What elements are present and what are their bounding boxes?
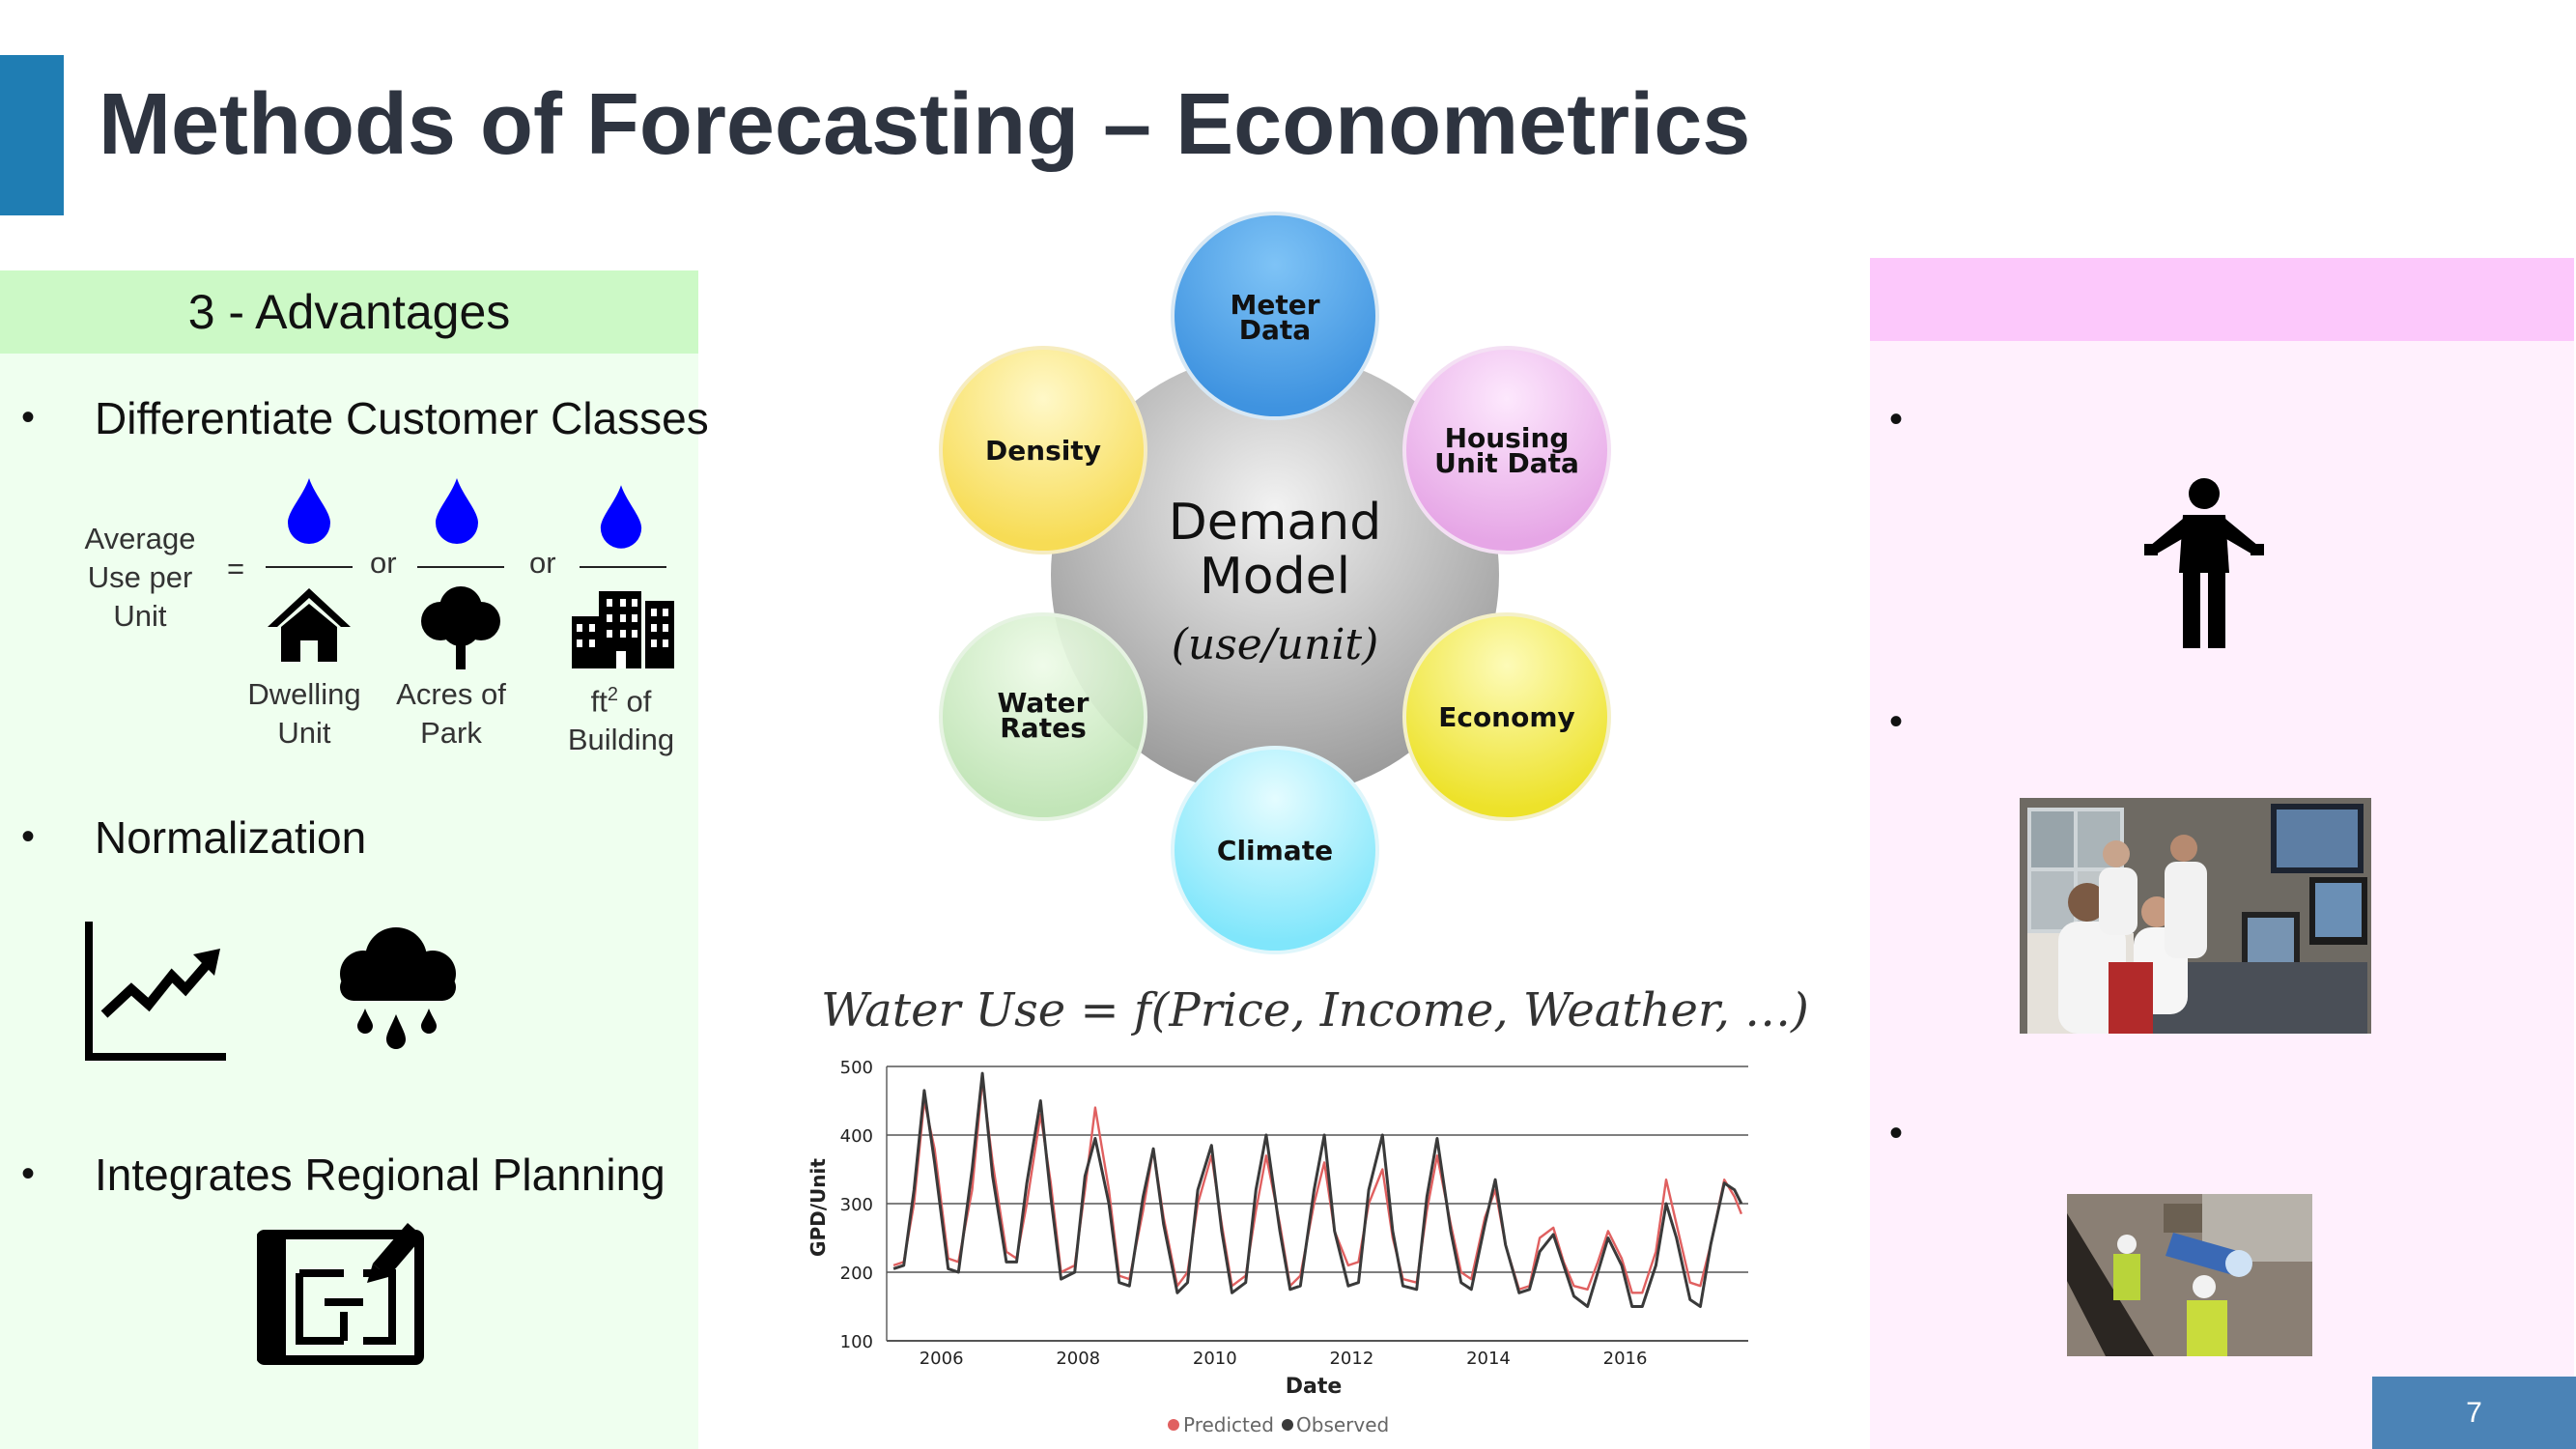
legend-label-observed: Observed bbox=[1296, 1413, 1389, 1436]
factor-label: Data bbox=[1239, 314, 1311, 346]
factor-label: Density bbox=[985, 435, 1101, 467]
y-tick-label: 400 bbox=[840, 1126, 873, 1147]
average-use-line1: Average bbox=[84, 522, 196, 555]
factor-label: Housing bbox=[1445, 422, 1570, 454]
of-text: of bbox=[617, 684, 652, 719]
factor-climate-circle bbox=[1171, 746, 1379, 954]
water-drop-icon bbox=[600, 485, 642, 549]
advantage-item-2: Normalization bbox=[95, 812, 367, 863]
unit-label-park: Acres of Park bbox=[383, 675, 519, 753]
legend-label-predicted: Predicted bbox=[1183, 1413, 1274, 1436]
advantage-item-3: Integrates Regional Planning bbox=[95, 1150, 665, 1200]
tree-icon bbox=[421, 586, 500, 669]
unit-label-line2: Park bbox=[420, 716, 482, 750]
chart-lines bbox=[892, 1071, 1743, 1308]
person-icon bbox=[2144, 478, 2264, 648]
factor-label: Water bbox=[998, 687, 1090, 719]
fraction-line-3 bbox=[580, 566, 666, 568]
unit-label-line1: Dwelling bbox=[247, 677, 361, 711]
chart-axes: 100 200 300 400 500 2006 2008 2010 2012 2014 2016 bbox=[840, 1058, 1648, 1369]
y-tick-label: 200 bbox=[840, 1264, 873, 1284]
slide-title: Methods of Forecasting – Econometrics bbox=[99, 76, 1751, 173]
average-use-line2: Use per bbox=[87, 560, 193, 594]
x-tick-label: 2014 bbox=[1466, 1349, 1511, 1369]
unit-label-building: ft2 of Building bbox=[553, 675, 689, 759]
disadvantages-heading bbox=[1870, 258, 2574, 341]
unit-label-line2: Building bbox=[567, 723, 675, 757]
advantages-panel bbox=[0, 270, 698, 1449]
or-text-2: or bbox=[529, 546, 556, 580]
bullet-dot: • bbox=[21, 396, 36, 439]
pipe-workers-photo bbox=[2067, 1194, 2312, 1356]
fraction-line-2 bbox=[417, 566, 504, 568]
demand-model-diagram: Demand Model (use/unit) Meter Data Housi… bbox=[939, 212, 1611, 954]
factor-meter-data-circle bbox=[1171, 212, 1379, 420]
bullet-dot: • bbox=[1889, 398, 1904, 440]
factor-label: Unit Data bbox=[1434, 447, 1579, 479]
water-use-formula: Water Use = f(Price, Income, Weather, …) bbox=[821, 983, 1809, 1037]
average-use-line3: Unit bbox=[113, 599, 167, 633]
superscript: 2 bbox=[607, 684, 618, 705]
factor-housing-circle bbox=[1402, 346, 1611, 554]
advantage-item-1: Differentiate Customer Classes bbox=[95, 393, 709, 443]
y-tick-label: 100 bbox=[840, 1332, 873, 1352]
house-icon bbox=[268, 588, 351, 662]
trend-chart-icon bbox=[85, 922, 226, 1061]
factor-label: Economy bbox=[1438, 701, 1575, 733]
legend-swatch-predicted bbox=[1168, 1419, 1179, 1431]
x-tick-label: 2006 bbox=[920, 1349, 964, 1369]
center-line3: (use/unit) bbox=[1172, 620, 1379, 669]
fraction-line-1 bbox=[266, 566, 353, 568]
page-number: 7 bbox=[2466, 1397, 2482, 1429]
bullet-dot: • bbox=[21, 1152, 36, 1195]
chart-legend: Predicted Observed bbox=[1168, 1413, 1389, 1436]
bullet-dot: • bbox=[1889, 700, 1904, 743]
series-line-predicted bbox=[892, 1079, 1743, 1294]
center-line2: Model bbox=[1200, 548, 1350, 606]
factor-water-rates-circle bbox=[939, 612, 1147, 821]
y-tick-label: 500 bbox=[840, 1058, 873, 1078]
unit-label-line2: Unit bbox=[277, 716, 331, 750]
factor-label: Rates bbox=[1000, 712, 1087, 744]
unit-label-dwelling: Dwelling Unit bbox=[237, 675, 372, 753]
factor-label: Climate bbox=[1217, 835, 1333, 867]
chart-grid bbox=[887, 1065, 1748, 1342]
average-use-label: Average Use per Unit bbox=[68, 520, 212, 636]
series-line-observed bbox=[892, 1071, 1743, 1308]
ft-text: ft bbox=[590, 684, 608, 719]
center-model-circle bbox=[1051, 353, 1499, 797]
rain-cloud-icon bbox=[340, 927, 456, 1049]
x-tick-label: 2010 bbox=[1193, 1349, 1237, 1369]
blueprint-icon bbox=[257, 1223, 424, 1365]
x-tick-label: 2012 bbox=[1329, 1349, 1373, 1369]
center-line1: Demand bbox=[1169, 494, 1382, 552]
buildings-icon bbox=[572, 591, 674, 668]
water-drop-icon bbox=[436, 478, 478, 544]
factor-density-circle bbox=[939, 346, 1147, 554]
bullet-dot: • bbox=[21, 815, 36, 858]
unit-label-line1: ft2 of bbox=[553, 675, 689, 721]
page-number-box bbox=[2372, 1377, 2576, 1449]
x-tick-label: 2016 bbox=[1603, 1349, 1648, 1369]
x-axis-label: Date bbox=[1286, 1375, 1343, 1399]
advantages-heading: 3 - Advantages bbox=[0, 270, 698, 354]
bullet-dot: • bbox=[1889, 1112, 1904, 1154]
water-drop-icon bbox=[288, 478, 330, 544]
title-accent-bar bbox=[0, 55, 64, 215]
y-axis-label: GPD/Unit bbox=[807, 1158, 830, 1257]
y-tick-label: 300 bbox=[840, 1195, 873, 1215]
equals-sign: = bbox=[227, 552, 245, 585]
factor-economy-circle bbox=[1402, 612, 1611, 821]
x-tick-label: 2008 bbox=[1056, 1349, 1100, 1369]
or-text-1: or bbox=[370, 546, 397, 580]
factor-label: Meter bbox=[1230, 289, 1319, 321]
legend-swatch-observed bbox=[1282, 1419, 1293, 1431]
data-analysts-photo bbox=[2020, 798, 2371, 1034]
unit-label-line1: Acres of bbox=[396, 677, 506, 711]
